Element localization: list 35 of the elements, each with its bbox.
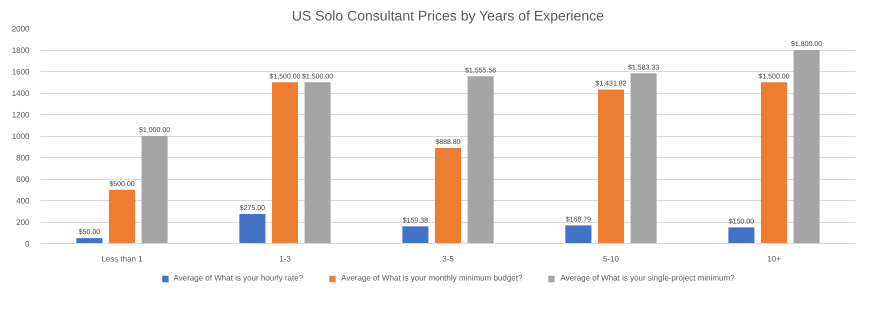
- bar: [108, 190, 136, 244]
- bar: [76, 238, 102, 244]
- y-tick-label: 1200: [12, 110, 30, 120]
- y-tick-label: 1600: [12, 68, 30, 76]
- bar: [794, 50, 820, 244]
- x-tick-label: 5-10: [602, 254, 620, 264]
- bar: [598, 90, 624, 244]
- x-tick-label: 3-5: [442, 254, 454, 264]
- bar: [304, 82, 331, 244]
- legend-label: Average of What is your single-project minimum?: [560, 274, 735, 282]
- y-tick-label: 2000: [12, 24, 30, 34]
- bar: [434, 148, 462, 244]
- y-tick-label: 600: [16, 175, 30, 184]
- bar: [142, 136, 168, 244]
- bar: [760, 82, 788, 244]
- bar: [630, 73, 657, 244]
- y-tick-label: 200: [16, 218, 30, 227]
- y-tick-label: 400: [16, 196, 30, 206]
- bar: [728, 227, 754, 244]
- x-tick-label: 1-3: [279, 254, 292, 264]
- bar: [272, 82, 298, 244]
- y-tick-label: 800: [16, 154, 30, 162]
- x-tick-label: 10+: [767, 254, 782, 264]
- bar: [402, 226, 428, 244]
- bar: [239, 214, 266, 244]
- bar: [565, 225, 592, 244]
- y-tick-label: 1400: [12, 89, 30, 98]
- legend-label: Average of What is your hourly rate?: [173, 274, 304, 282]
- y-tick-label: 1000: [12, 132, 30, 141]
- chart-title: US Solo Consultant Prices by Years of Experience: [292, 8, 604, 24]
- x-tick-label: Less than 1: [101, 254, 144, 264]
- bar: [468, 76, 494, 244]
- y-tick-label: 0: [25, 240, 30, 248]
- y-tick-label: 1800: [12, 46, 30, 55]
- legend-label: Average of What is your monthly minimum budget?: [341, 274, 522, 282]
